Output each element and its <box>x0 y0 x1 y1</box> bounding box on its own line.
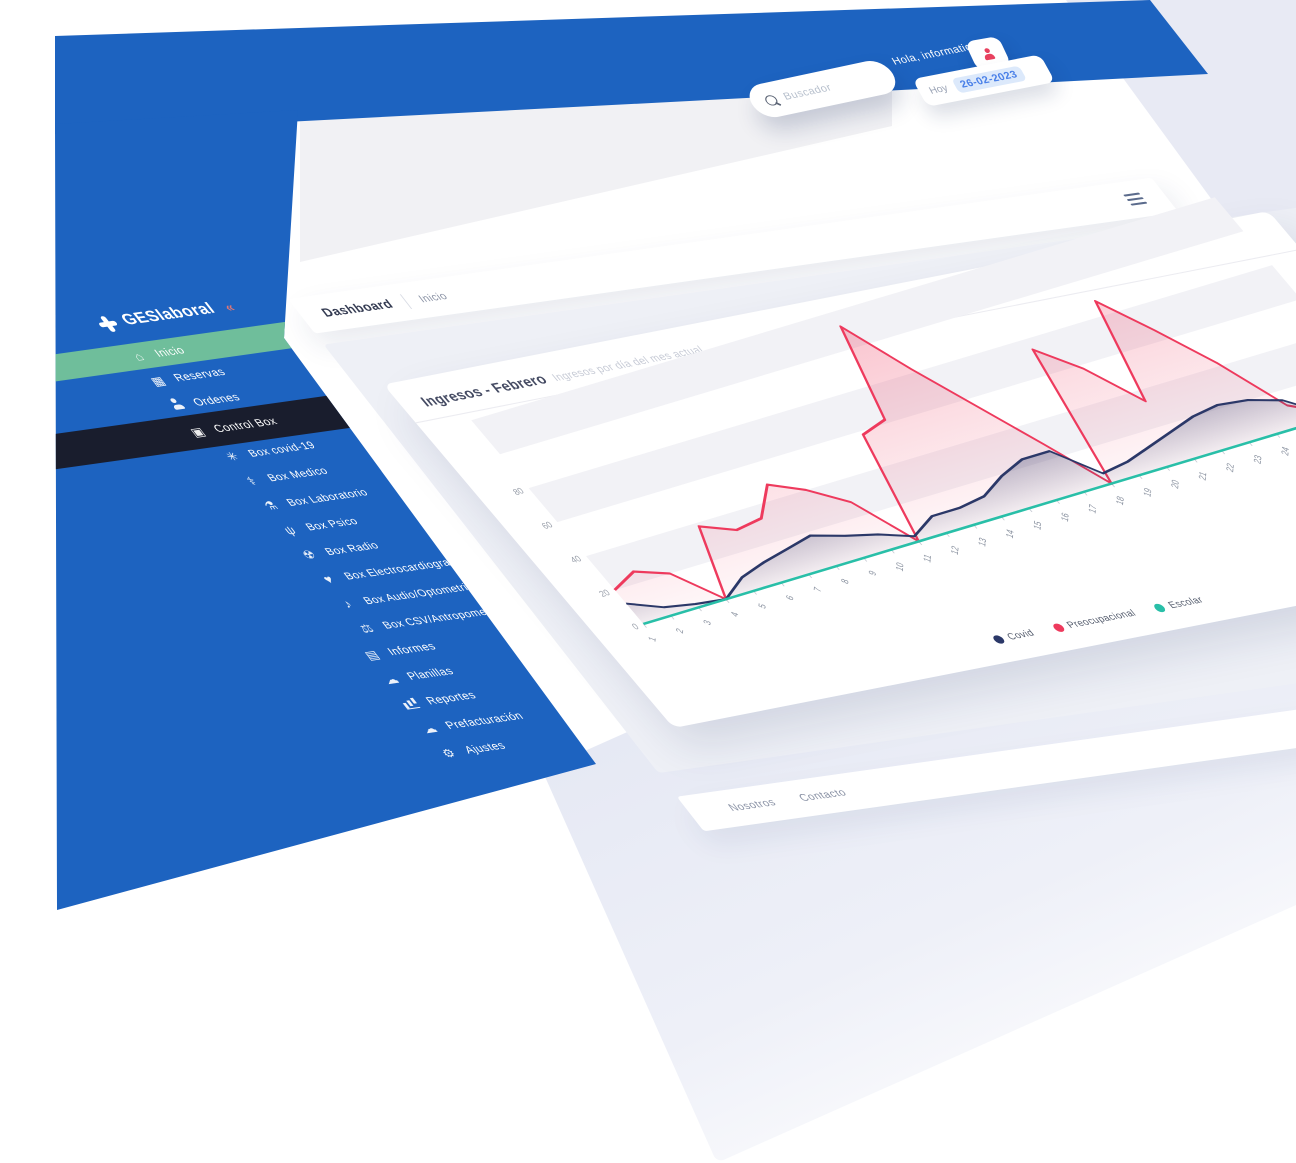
x-axis-label: 2 <box>674 627 685 635</box>
covid-area <box>626 400 1296 624</box>
calendar-icon: ▦ <box>147 373 169 388</box>
y-axis-label: 60 <box>539 520 555 531</box>
sidebar-item-label: Planillas <box>404 665 457 683</box>
x-axis-label: 3 <box>701 618 712 626</box>
sidebar-item-label: Reportes <box>423 689 479 707</box>
x-axis-label: 14 <box>1004 528 1016 540</box>
x-axis-label: 4 <box>729 610 740 618</box>
footer-link-nosotros[interactable]: Nosotros <box>725 796 780 814</box>
sidebar-item-label: Control Box <box>210 415 280 435</box>
virus-icon: ✳ <box>221 448 243 464</box>
today-label: Hoy <box>927 82 951 97</box>
grid-band <box>471 197 1244 455</box>
search-icon <box>762 93 780 107</box>
x-axis-label: 16 <box>1059 511 1071 523</box>
search-placeholder: Buscador <box>781 81 834 103</box>
chart-svg: 0204060801234567891011121314151617181920… <box>471 197 1296 643</box>
current-date-badge[interactable]: 26-02-2023 <box>951 65 1027 94</box>
sidebar-item-label: Reservas <box>170 365 229 384</box>
cloud-icon: ☁ <box>379 671 403 687</box>
footer-link-contacto[interactable]: Contacto <box>796 786 850 804</box>
content-area: Ingresos - Febrero Ingresos por día del … <box>323 197 1296 774</box>
legend-label: Covid <box>1004 627 1038 643</box>
preocupacional-line <box>613 300 1296 601</box>
scales-icon: ⚖ <box>355 620 377 636</box>
medical-icon: ⚕ <box>242 473 260 488</box>
logo-text: GESlaboral <box>117 300 220 329</box>
audio-icon: ♪ <box>339 596 356 611</box>
income-chart-card: Ingresos - Febrero Ingresos por día del … <box>383 197 1296 728</box>
menu-toggle-icon[interactable] <box>1123 192 1148 206</box>
sidebar-item-label: Prefacturación <box>442 709 527 732</box>
covid-line <box>625 398 1296 609</box>
y-axis-label: 20 <box>597 588 613 599</box>
x-axis-label: 12 <box>949 544 961 556</box>
x-axis-label: 9 <box>867 569 878 577</box>
sidebar-collapse-icon[interactable]: « <box>219 299 236 314</box>
legend-item-preocupacional[interactable]: Preocupacional <box>1050 608 1139 634</box>
sidebar-item-label: Box Laboratorio <box>283 486 371 509</box>
x-axis-label: 21 <box>1197 470 1209 482</box>
legend-dot <box>1152 603 1168 613</box>
page-title: Dashboard <box>318 297 397 320</box>
brain-icon: ψ <box>280 522 300 537</box>
x-axis-label: 17 <box>1087 503 1099 515</box>
cloud-icon: ☁ <box>418 721 441 736</box>
main-content: Dashboard Inicio Ingresos - Febrero Ingr… <box>288 160 1296 832</box>
x-axis-label: 20 <box>1169 478 1181 490</box>
x-axis-label: 22 <box>1224 462 1236 474</box>
x-axis-label: 5 <box>757 602 768 610</box>
x-axis-label: 7 <box>812 585 823 593</box>
sidebar-item-label: Box Radio <box>321 539 382 558</box>
gears-icon: ⚙ <box>438 745 460 760</box>
x-axis-label: 24 <box>1279 445 1291 457</box>
x-axis-label: 10 <box>894 561 906 573</box>
legend-item-escolar[interactable]: Escolar <box>1152 594 1207 614</box>
sidebar-item-label: Informes <box>384 640 439 658</box>
legend-label: Preocupacional <box>1064 607 1139 631</box>
bar-chart-icon <box>398 696 423 711</box>
legend-dot <box>990 634 1007 645</box>
radiation-icon: ☢ <box>298 547 320 562</box>
medical-cross-icon <box>93 315 122 333</box>
x-axis-label: 8 <box>839 577 850 585</box>
x-axis-label: 6 <box>784 594 795 602</box>
boxes-icon: ▣ <box>186 424 209 439</box>
legend-item-covid[interactable]: Covid <box>990 628 1037 646</box>
sidebar-item-label: Box Psico <box>302 514 361 533</box>
escolar-line <box>642 399 1296 626</box>
sidebar-item-label: Box covid-19 <box>245 439 318 460</box>
x-axis-label: 15 <box>1032 519 1044 531</box>
line-chart: 0 20 40 60 80 1 2 3 4 5 6 7 8 9 10 11 12 13 14 15 16 17 18 19 20… <box>442 189 1296 701</box>
y-axis-label: 0 <box>630 622 641 632</box>
x-axis-label: 11 <box>921 552 933 564</box>
sidebar-item-label: Inicio <box>151 344 188 360</box>
sidebar-item-label: Box Medico <box>264 464 331 484</box>
x-axis-label: 18 <box>1114 495 1126 507</box>
x-axis-label: 23 <box>1252 453 1264 465</box>
x-axis-label: 19 <box>1142 486 1154 498</box>
x-axis-label: 1 <box>646 635 657 643</box>
y-axis-label: 40 <box>568 554 584 565</box>
lab-flask-icon: ⚗ <box>260 498 281 513</box>
y-axis-label: 80 <box>511 486 527 497</box>
user-icon <box>979 47 996 60</box>
legend-label: Escolar <box>1165 594 1207 611</box>
home-icon: ⌂ <box>129 349 148 364</box>
legend-dot <box>1050 622 1067 633</box>
left-crop-mask <box>0 0 55 1026</box>
x-axis-label: 13 <box>976 536 988 548</box>
clipboard-icon: ▤ <box>361 647 383 662</box>
user-icon <box>164 397 190 413</box>
sidebar-item-label: Ajustes <box>461 739 509 756</box>
heart-pulse-icon: ♥ <box>319 572 337 586</box>
sidebar-item-label: Ordenes <box>190 391 243 409</box>
breadcrumb-divider <box>399 294 413 309</box>
breadcrumb-section[interactable]: Inicio <box>415 290 451 306</box>
